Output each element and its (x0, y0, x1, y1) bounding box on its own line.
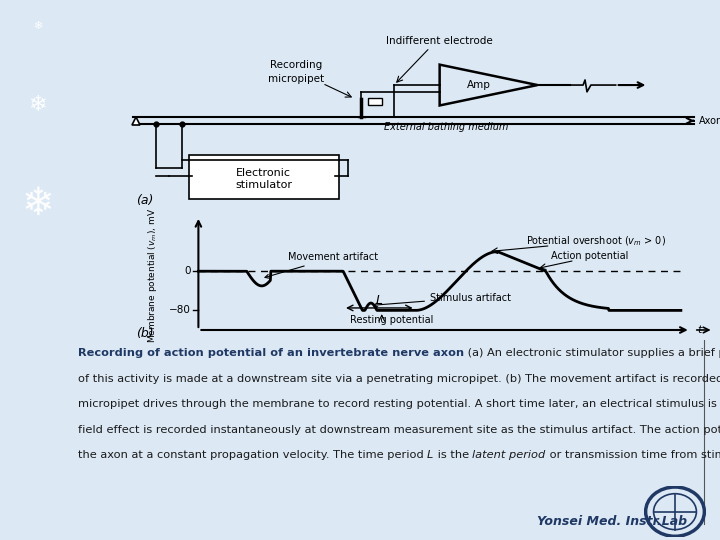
Text: t: t (697, 325, 701, 335)
Text: −80: −80 (168, 306, 191, 315)
Text: Membrane potential ($v_m$), mV: Membrane potential ($v_m$), mV (146, 208, 159, 343)
Text: Recording of action potential of an invertebrate nerve axon: Recording of action potential of an inve… (78, 348, 464, 358)
Text: 0: 0 (184, 266, 191, 276)
Text: micropipet: micropipet (268, 73, 324, 84)
Text: Potential overshoot ($v_m$ > 0): Potential overshoot ($v_m$ > 0) (526, 234, 667, 248)
Text: latent period: latent period (472, 450, 546, 461)
FancyBboxPatch shape (189, 155, 338, 199)
Text: Resting potential: Resting potential (350, 315, 433, 325)
Bar (368, 98, 382, 105)
Text: Yonsei Med. Instr.Lab: Yonsei Med. Instr.Lab (537, 515, 688, 528)
Text: (a): (a) (137, 194, 154, 207)
Text: Movement artifact: Movement artifact (265, 252, 379, 278)
Text: L: L (427, 450, 433, 461)
Text: stimulator: stimulator (235, 180, 292, 191)
Text: (b): (b) (137, 327, 154, 340)
Text: ❄: ❄ (21, 185, 54, 223)
Text: field effect is recorded instantaneously at downstream measurement site as the s: field effect is recorded instantaneously… (78, 425, 720, 435)
Text: Electronic: Electronic (236, 168, 291, 178)
Text: of this activity is made at a downstream site via a penetrating micropipet. (b) : of this activity is made at a downstream… (78, 374, 720, 384)
Text: ❄: ❄ (32, 22, 42, 31)
Text: External bathing medium: External bathing medium (384, 122, 508, 132)
Text: Stimulus artifact: Stimulus artifact (374, 293, 511, 307)
Text: ❄: ❄ (28, 96, 47, 116)
Text: or transmission time from stimulus to recording site.: or transmission time from stimulus to re… (546, 450, 720, 461)
Text: (a) An electronic stimulator supplies a brief pulse of current to the axon, stro: (a) An electronic stimulator supplies a … (464, 348, 720, 358)
Text: Action potential: Action potential (551, 251, 628, 261)
Text: is the: is the (433, 450, 472, 461)
Text: Recording: Recording (270, 60, 323, 70)
Text: micropipet drives through the membrane to record resting potential. A short time: micropipet drives through the membrane t… (78, 400, 720, 409)
Text: Indifferent electrode: Indifferent electrode (386, 36, 493, 45)
Text: Axon: Axon (699, 116, 720, 126)
Text: the axon at a constant propagation velocity. The time period: the axon at a constant propagation veloc… (78, 450, 427, 461)
Text: L: L (376, 294, 383, 307)
Text: Amp: Amp (467, 80, 491, 90)
